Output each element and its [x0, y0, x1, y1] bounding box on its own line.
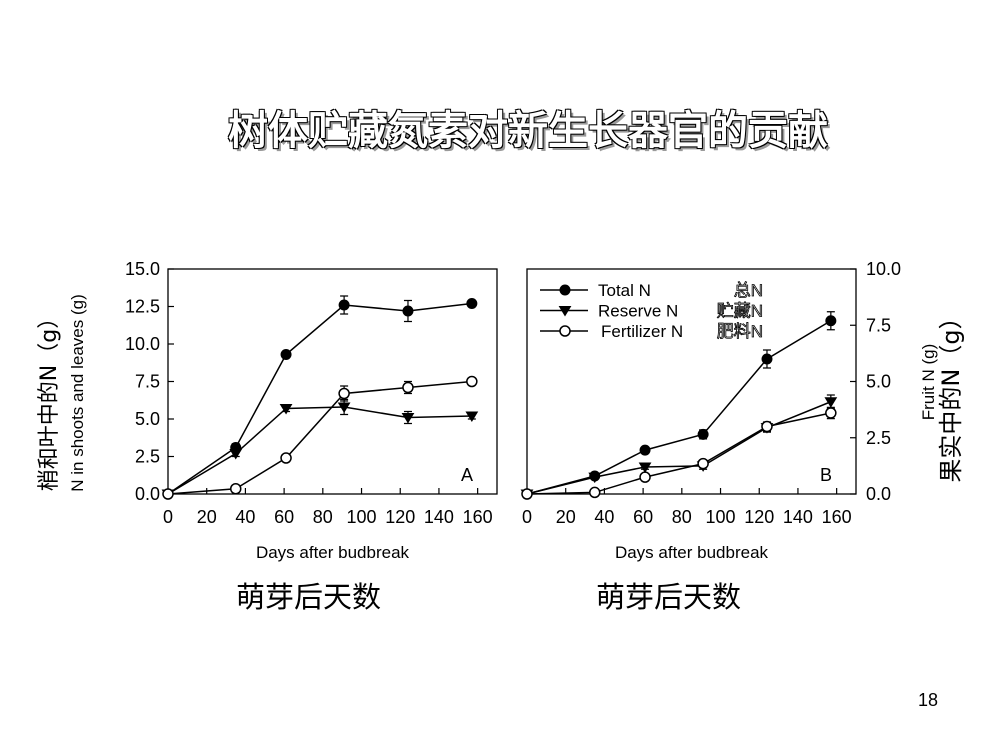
panel-b-y-tick-label: 10.0 [866, 259, 901, 279]
panel-a-x-tick-label: 160 [463, 507, 493, 527]
legend-cn-label: 总N [734, 281, 763, 300]
panel-a-total-n-line [167, 302, 472, 495]
legend-fertilizer-n-marker [559, 325, 571, 337]
panel-a-fertilizer-n-point [162, 488, 174, 500]
panel-b-x-tick-label: 120 [744, 507, 774, 527]
panel-a-y-tick-label: 2.5 [135, 447, 160, 467]
panel-b-x-axis-title: Days after budbreak [615, 543, 769, 562]
panel-a-total-n-point [338, 299, 350, 311]
panel-b-fertilizer-n-point [697, 457, 709, 470]
panel-a-x-tick-label: 40 [235, 507, 255, 527]
panel-b-x-tick-label: 160 [822, 507, 852, 527]
panel-a-x-tick-label: 100 [347, 507, 377, 527]
panel-a-fertilizer-n-point [280, 452, 292, 464]
y-axis-label-cn-b: 果实中的N（g） [937, 305, 965, 483]
panel-b-fertilizer-n-point [588, 486, 601, 499]
page-number: 18 [918, 690, 939, 710]
panel-b-x-tick-label: 80 [672, 507, 692, 527]
panel-b-fertilizer-n-line [526, 412, 831, 495]
x-axis-label-cn-a: 萌芽后天数 [236, 580, 382, 614]
panel-b-reserve-n-point [638, 462, 652, 473]
panel-a-y-tick-label: 12.5 [125, 297, 160, 317]
panel-a-fertilizer-n-point [338, 387, 350, 400]
panel-a-y-tick-label: 0.0 [135, 484, 160, 504]
panel-a-y-tick-label: 10.0 [125, 334, 160, 354]
panel-b-total-n-line [526, 320, 832, 495]
panel-b-fertilizer-n-point [761, 420, 773, 433]
legend-reserve-n-marker [558, 306, 572, 317]
panel-b-x-tick-label: 140 [783, 507, 813, 527]
panel-b-panel-letter: B [820, 465, 832, 485]
panel-b-y-tick-label: 7.5 [866, 315, 891, 335]
panel-a-fertilizer-n-point [466, 375, 478, 388]
panel-a-reserve-n-point [279, 404, 293, 415]
panel-b-plot-frame [526, 268, 857, 495]
panel-a-panel-letter: A [461, 465, 473, 485]
panel-b-total-n-point [697, 428, 709, 440]
panel-a-x-axis-title: Days after budbreak [256, 543, 410, 562]
y-axis-label-a: N in shoots and leaves (g) [68, 294, 87, 492]
panel-b-x-tick-label: 20 [556, 507, 576, 527]
panel-a-x-tick-label: 20 [197, 507, 217, 527]
panel-a-x-tick-label: 80 [313, 507, 333, 527]
panel-b-reserve-n-line [526, 401, 832, 495]
panel-a-x-tick-label: 140 [424, 507, 454, 527]
panel-a-reserve-n-point [337, 402, 351, 413]
panel-a-reserve-n-point [401, 413, 415, 424]
panel-b-y-tick-label: 0.0 [866, 484, 891, 504]
panel-a-total-n-point [402, 305, 414, 317]
panel-a-reserve-n-point [465, 411, 479, 422]
panel-b-y-tick-label: 5.0 [866, 372, 891, 392]
panel-a-y-tick-label: 5.0 [135, 409, 160, 429]
x-axis-label-cn-b: 萌芽后天数 [596, 580, 742, 614]
legend-fertilizer-n-label: Fertilizer N [601, 322, 683, 341]
panel-a-y-tick-label: 7.5 [135, 372, 160, 392]
panel-b-y-tick-label: 2.5 [866, 428, 891, 448]
panel-a-x-tick-label: 60 [274, 507, 294, 527]
panel-a-x-tick-label: 120 [385, 507, 415, 527]
panel-b-x-tick-label: 0 [522, 507, 532, 527]
panel-b-x-tick-label: 100 [706, 507, 736, 527]
slide-title: 树体贮藏氮素对新生长器官的贡献 [228, 108, 828, 154]
panel-a-total-n-point [280, 349, 292, 360]
panel-a-fertilizer-n-point [229, 483, 242, 495]
legend-cn-label: 贮藏N [717, 302, 763, 321]
legend-reserve-n-label: Reserve N [598, 302, 678, 321]
panel-a-total-n-point [466, 298, 478, 309]
panel-b-reserve-n-point [824, 397, 838, 408]
legend-total-n-label: Total N [598, 281, 651, 300]
panel-b-x-tick-label: 40 [594, 507, 614, 527]
panel-a-y-tick-label: 15.0 [125, 259, 160, 279]
panel-a-reserve-n-line [167, 406, 472, 495]
panel-b-fertilizer-n-point [521, 488, 533, 500]
panel-b-total-n-point [639, 444, 651, 456]
panel-b-fertilizer-n-point [639, 471, 651, 483]
panel-b-x-tick-label: 60 [633, 507, 653, 527]
panel-b-total-n-point [825, 315, 837, 327]
chart-panel-b: 0 20 40 60 80 100 120 140 160 0.0 2.5 5.0 7.5 10.0 Day… [520, 259, 901, 562]
y-axis-label-b: Fruit N (g) [919, 343, 938, 421]
panel-b-fertilizer-n-point [825, 407, 837, 419]
legend-cn-label: 肥料N [717, 322, 763, 341]
panel-a-fertilizer-n-line [167, 380, 472, 495]
y-axis-label-cn-a: 梢和叶中的N（g） [37, 306, 62, 492]
panel-a-fertilizer-n-point [402, 381, 414, 394]
panel-a-reserve-n-point [229, 449, 243, 460]
legend-total-n-marker [559, 284, 571, 296]
panel-b-total-n-point [761, 353, 773, 365]
panel-b-reserve-n-point [588, 472, 602, 484]
chart-panel-a: 0 20 40 60 80 100 120 140 160 0.0 2.5 5.0 7.5 10.0 12.… [125, 259, 498, 562]
panel-a-x-tick-label: 0 [163, 507, 173, 527]
